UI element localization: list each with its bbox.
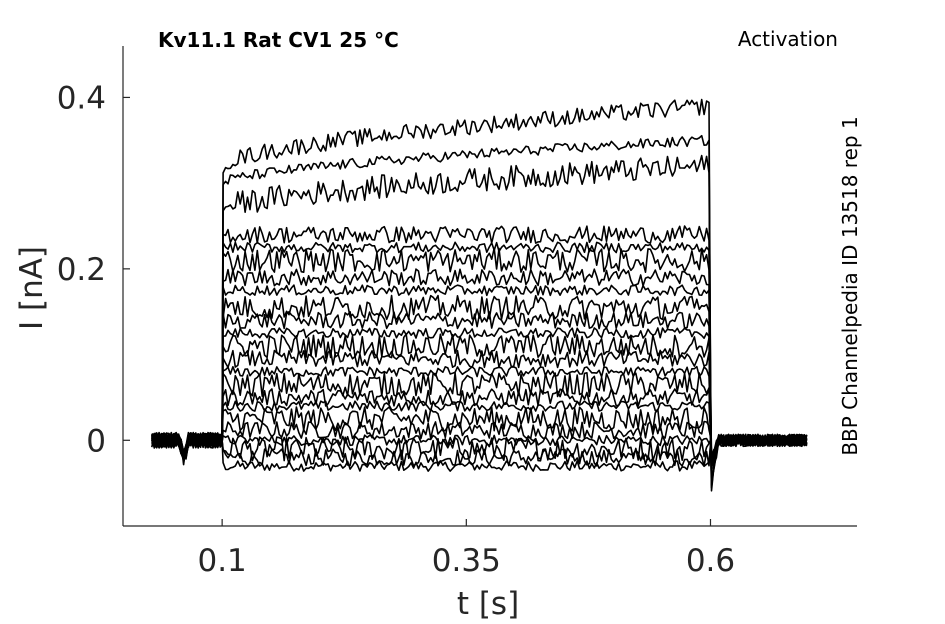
- ticks: 0.1 0.35 0.6 0 0.2 0.4: [57, 80, 735, 579]
- trace-line: [151, 432, 808, 469]
- trace-line: [151, 431, 808, 466]
- side-label: BBP Channelpedia ID 13518 rep 1: [838, 116, 862, 455]
- y-tick-label: 0: [86, 423, 106, 459]
- trace-line: [151, 420, 808, 481]
- trace-line: [151, 431, 808, 489]
- chart-subtitle: Activation: [738, 27, 838, 51]
- trace-line: [151, 333, 808, 465]
- trace-line: [151, 349, 807, 460]
- x-axis-label: t [s]: [457, 586, 519, 622]
- x-tick-label: 0.1: [197, 543, 246, 579]
- traces: [151, 98, 808, 492]
- trace-line: [151, 134, 808, 461]
- trace-line: [151, 284, 808, 464]
- trace-line: [151, 98, 808, 465]
- trace-line: [151, 388, 808, 462]
- trace-line: [151, 247, 808, 464]
- trace-line: [151, 365, 808, 462]
- trace-line: [151, 225, 808, 468]
- x-tick-label: 0.6: [686, 543, 735, 579]
- axes: [122, 46, 857, 527]
- trace-line: [151, 400, 807, 465]
- trace-line: [151, 241, 808, 467]
- trace-line: [151, 406, 808, 468]
- y-axis-label: I [nA]: [14, 246, 50, 330]
- chart-title: Kv11.1 Rat CV1 25 °C: [158, 28, 399, 52]
- trace-line: [151, 154, 808, 492]
- y-tick-label: 0.4: [57, 80, 106, 116]
- x-tick-label: 0.35: [432, 543, 501, 579]
- trace-line: [151, 294, 807, 470]
- trace-line: [151, 327, 807, 486]
- y-tick-label: 0.2: [57, 252, 106, 288]
